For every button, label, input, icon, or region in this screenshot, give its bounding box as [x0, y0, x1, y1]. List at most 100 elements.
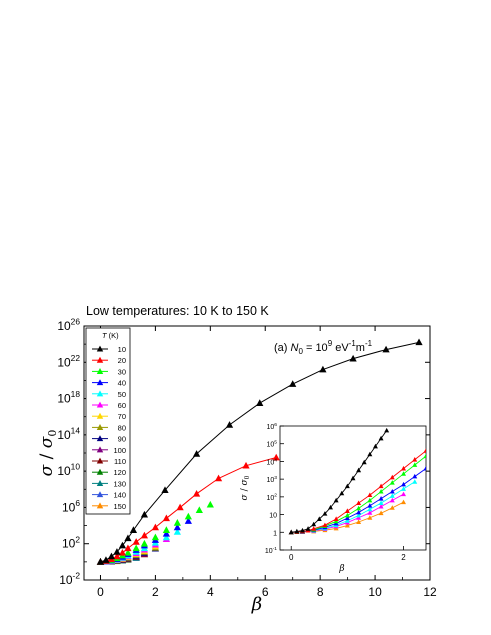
inset-data-point-50	[367, 506, 373, 512]
inset-data-point-20	[311, 526, 317, 531]
inset-data-point-30	[378, 488, 384, 494]
legend-marker-30	[96, 368, 104, 374]
inset-data-point-30	[423, 453, 426, 459]
inset-data-point-20	[356, 500, 362, 506]
legend-label-100: 100	[113, 446, 126, 455]
inset-data-point-50	[378, 500, 384, 506]
inset-y-tick-label: 102	[266, 493, 277, 502]
data-point-10	[124, 534, 132, 542]
legend-label-30: 30	[118, 367, 126, 376]
inset-data-point-30	[356, 505, 362, 511]
inset-data-point-40	[367, 503, 373, 508]
inset-series-group	[288, 427, 426, 535]
inset-data-point-10	[299, 527, 305, 533]
legend-marker-120	[96, 468, 104, 475]
inset-y-tick-label: 105	[266, 440, 277, 449]
data-point-40	[173, 523, 181, 531]
x-tick-label: 6	[262, 585, 269, 599]
main-series-group	[96, 338, 423, 565]
inset-data-point-10	[305, 526, 311, 531]
inset-data-point-150	[378, 510, 384, 516]
data-point-20	[242, 461, 250, 469]
legend-marker-10	[96, 345, 104, 352]
inset-data-point-60	[367, 510, 373, 515]
inset-data-point-10	[361, 459, 367, 465]
inset-data-point-20	[367, 492, 373, 498]
inset-data-point-30	[401, 471, 407, 476]
data-point-10	[107, 552, 116, 560]
y-tick-label: 10-2	[59, 571, 80, 587]
inset-y-tick-label: 10-1	[265, 546, 277, 555]
inset-data-point-60	[356, 515, 362, 520]
data-point-30	[173, 519, 181, 526]
inset-data-point-10	[333, 497, 339, 503]
data-point-10	[102, 556, 110, 563]
inset-data-point-10	[322, 511, 328, 516]
data-point-20	[113, 552, 121, 560]
y-tick-label: 1026	[57, 317, 80, 333]
y-tick-label: 1022	[57, 353, 80, 369]
data-point-40	[184, 517, 192, 524]
legend-items: 10 20 30 40 50 60 70 80 90 100 110 120 130 140 150	[92, 345, 126, 511]
legend-marker-50	[96, 390, 104, 397]
inset-data-point-50	[401, 486, 407, 491]
inset-data-point-150	[344, 522, 350, 528]
data-point-30	[162, 526, 170, 533]
legend-marker-40	[96, 379, 104, 386]
data-point-20	[214, 474, 223, 482]
inset-data-point-20	[322, 522, 328, 528]
data-point-10	[129, 526, 138, 533]
data-point-10	[225, 421, 234, 428]
legend-marker-70	[96, 412, 104, 419]
data-point-10	[118, 541, 127, 549]
inset-data-point-50	[412, 479, 418, 484]
legend-label-20: 20	[118, 356, 126, 365]
inset-data-point-50	[389, 493, 395, 498]
inset-data-point-20	[333, 516, 339, 521]
inset-data-point-60	[389, 497, 395, 503]
data-point-50	[162, 533, 170, 541]
legend-label-130: 130	[113, 479, 126, 488]
legend-label-80: 80	[118, 423, 126, 432]
inset-data-point-10	[367, 451, 373, 457]
inset-y-tick-label: 10	[269, 513, 277, 520]
data-point-30	[151, 533, 160, 541]
data-point-30	[184, 512, 192, 520]
inset-x-tick-label: 0	[289, 553, 294, 562]
inset-data-point-60	[401, 491, 407, 497]
inset-data-point-30	[333, 518, 339, 524]
inset-data-point-20	[389, 474, 395, 480]
data-point-30	[132, 544, 140, 552]
inset-data-point-10	[288, 529, 294, 535]
data-point-10	[319, 365, 327, 373]
data-point-20	[124, 544, 132, 552]
legend-marker-130	[96, 480, 104, 486]
inset-data-point-10	[356, 467, 362, 473]
data-point-30	[206, 500, 214, 508]
main-annotation: (a) N0 = 109 eV-1m-1	[274, 339, 373, 356]
inset-y-tick-label: 1	[273, 530, 277, 537]
y-tick-label: 1018	[57, 389, 80, 405]
y-tick-label: 1014	[57, 425, 80, 441]
legend-label-140: 140	[113, 491, 126, 500]
inset-data-point-150	[356, 519, 362, 524]
inset-data-point-50	[344, 518, 350, 523]
inset-data-point-150	[401, 499, 407, 505]
data-point-40	[162, 529, 170, 537]
inset-data-point-20	[344, 508, 350, 513]
inset-data-point-40	[378, 496, 384, 501]
data-point-10	[289, 380, 297, 387]
x-tick-label: 12	[423, 585, 437, 599]
legend-marker-110	[96, 457, 104, 464]
inset-data-point-20	[412, 457, 418, 462]
inset-data-point-50	[356, 512, 362, 518]
inset-data-point-10	[339, 490, 345, 496]
inset-data-point-30	[367, 497, 373, 503]
data-point-20	[151, 523, 160, 531]
page-title: Low temperatures: 10 K to 150 K	[86, 304, 269, 318]
x-tick-label: 8	[317, 585, 324, 599]
inset-x-tick-label: 2	[401, 553, 406, 562]
inset-x-axis-label: β	[338, 564, 344, 574]
